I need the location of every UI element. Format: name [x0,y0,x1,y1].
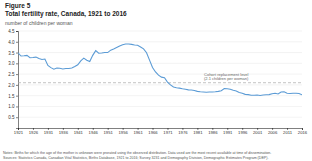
x-tick: 1981 [193,128,203,135]
x-tick-label: 2001 [253,130,263,135]
x-tick: 1936 [59,128,69,135]
y-tick: 1.0 [8,104,18,109]
marks [18,44,302,96]
x-tick-label: 2006 [268,130,278,135]
x-tick: 1931 [44,128,54,135]
y-tick: 3.0 [8,61,18,66]
grid-line [18,117,302,118]
plot-area: 0.51.01.52.02.53.03.54.04.51921192619311… [8,29,308,136]
y-tick: 0.5 [8,115,18,120]
y-tick: 2.5 [8,72,18,77]
y-tick-label: 2.5 [8,72,15,77]
x-tick-label: 1936 [59,130,69,135]
x-tick: 1961 [133,128,143,135]
y-tick-mark [16,106,18,107]
grid-line [18,52,302,53]
x-tick: 1926 [29,128,39,135]
y-tick-mark [16,117,18,118]
x-tick-label: 1986 [208,130,218,135]
y-axis-line [16,32,19,129]
y-tick: 3.5 [8,50,18,55]
y-axis: 0.5 1.0 1.5 2.0 2.5 3.0 3.5 4.0 4.5 [8,29,18,129]
y-tick-mark [16,96,18,97]
subtitle: Total fertility rate, Canada, 1921 to 20… [5,10,127,18]
x-tick: 1951 [104,128,114,135]
y-tick-label: 4.0 [8,40,15,45]
y-tick: 4.5 [8,29,18,34]
x-tick-label: 1941 [74,130,84,135]
grid [18,31,302,117]
grid-line [18,63,302,64]
x-tick-label: 1976 [178,130,188,135]
y-tick-mark [16,74,18,75]
grid-line [18,84,302,85]
x-tick: 1956 [118,128,128,135]
title: Figure 5 [5,2,31,10]
y-tick: 2.0 [8,83,18,88]
grid-line [18,31,302,32]
y-tick-mark [16,53,18,54]
x-tick: 1966 [148,128,158,135]
x-tick: 1946 [89,128,99,135]
x-tick: 1986 [208,128,218,135]
y-tick-mark [16,85,18,86]
x-tick-label: 1956 [118,130,128,135]
x-tick: 2001 [253,128,263,135]
x-tick: 1991 [223,128,233,135]
x-tick-label: 1951 [104,130,114,135]
x-tick-label: 1991 [223,130,233,135]
tfr-line [18,44,302,96]
y-tick: 1.5 [8,94,18,99]
source-note: Notes: Births for which the age of the m… [3,151,271,160]
x-tick: 2011 [283,128,293,135]
y-tick-label: 2.0 [8,83,15,88]
grid-line [18,41,302,42]
y-tick-mark [16,63,18,64]
x-tick-label: 1946 [89,130,99,135]
x-tick-label: 1996 [238,130,248,135]
reference-label: Cohort replacement level(2.1 children pe… [204,72,249,82]
chart-container: Figure 5Total fertility rate, Canada, 19… [0,0,312,161]
x-tick-label: 2016 [298,130,308,135]
x-tick: 1941 [74,128,84,135]
x-tick-label: 2011 [283,130,293,135]
y-tick-label: 1.5 [8,94,15,99]
y-tick-mark [16,31,18,32]
x-tick: 1921 [14,128,24,135]
x-tick: 1971 [163,128,173,135]
x-tick: 1976 [178,128,188,135]
x-axis: 1921 1926 1931 1936 1941 1946 1951 1956 1961 1966… [14,128,308,135]
y-tick-label: 1.0 [8,104,15,109]
x-tick-label: 1981 [193,130,203,135]
x-tick-label: 1961 [133,130,143,135]
x-tick-label: 1921 [14,130,24,135]
y-tick-mark [16,42,18,43]
grid-line [18,74,302,75]
y-tick-label: 3.0 [8,61,15,66]
y-tick-label: 0.5 [8,115,15,120]
y-tick-label: 3.5 [8,50,15,55]
x-tick-label: 1931 [44,130,54,135]
x-tick-label: 1971 [163,130,173,135]
grid-line [18,106,302,107]
chart-svg: Figure 5Total fertility rate, Canada, 19… [0,0,312,161]
x-tick: 2016 [298,128,308,135]
x-tick-label: 1966 [148,130,158,135]
reference-line [18,82,302,83]
x-tick-label: 1926 [29,130,39,135]
y-tick-label: 4.5 [8,29,15,34]
x-tick: 2006 [268,128,278,135]
x-tick: 1996 [238,128,248,135]
y-tick: 4.0 [8,40,18,45]
y-axis-label: number of children per woman [5,20,73,26]
